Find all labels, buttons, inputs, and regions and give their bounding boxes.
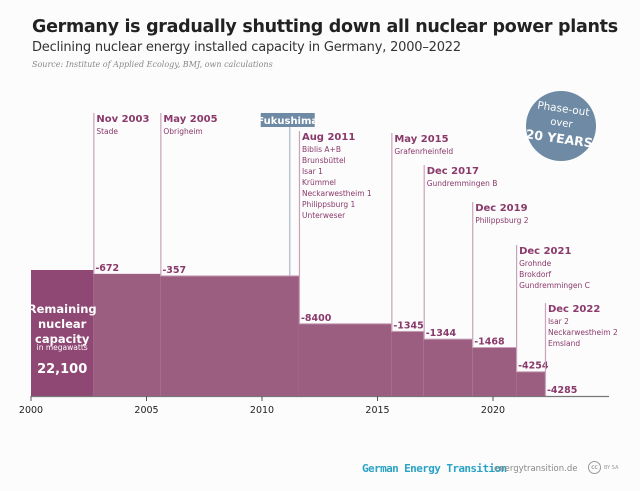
plant-name: Philippsburg 1: [302, 200, 356, 209]
badge-line: over: [550, 117, 574, 131]
plant-name: Unterweser: [302, 211, 346, 220]
event-date: Dec 2021: [519, 246, 571, 257]
capacity-bar: [423, 339, 473, 396]
event-date: Nov 2003: [96, 114, 149, 125]
plant-name: Brunsbüttel: [302, 156, 346, 165]
chart-title: Germany is gradually shutting down all n…: [32, 17, 618, 37]
delta-label: -1345: [393, 320, 423, 331]
initial-label: nuclear: [38, 317, 87, 331]
event-date: May 2015: [394, 134, 448, 145]
plant-name: Gundremmingen B: [427, 179, 498, 188]
plant-name: Emsland: [548, 339, 580, 348]
plant-name: Neckarwestheim 2: [548, 328, 618, 337]
plant-name: Isar 1: [302, 167, 323, 176]
delta-label: -672: [95, 263, 119, 274]
capacity-bar: [160, 275, 299, 396]
plant-name: Brokdorf: [519, 270, 551, 279]
plant-name: Neckarwestheim 1: [302, 189, 372, 198]
plant-name: Obrigheim: [163, 127, 202, 136]
delta-label: -8400: [301, 313, 332, 324]
license-text: BY SA: [604, 465, 619, 471]
footer-brand: German Energy Transition: [362, 462, 507, 475]
x-tick-label: 2020: [481, 405, 505, 416]
plant-name: Grohnde: [519, 259, 552, 268]
plant-name: Isar 2: [548, 317, 569, 326]
x-tick-label: 2015: [365, 405, 389, 416]
fukushima-label: Fukushima: [257, 116, 318, 127]
chart-subtitle: Declining nuclear energy installed capac…: [32, 40, 461, 55]
initial-value: 22,100: [37, 362, 87, 377]
x-tick-label: 2000: [19, 405, 43, 416]
initial-label: Remaining: [28, 302, 97, 316]
source-note: Source: Institute of Applied Ecology, BM…: [32, 60, 273, 69]
capacity-bar: [391, 331, 424, 396]
event-date: May 2005: [163, 114, 217, 125]
capacity-bar: [93, 273, 161, 396]
plant-name: Philippsburg 2: [475, 216, 529, 225]
initial-label: capacity: [35, 332, 90, 346]
delta-label: -4254: [518, 361, 549, 372]
delta-label: -4285: [547, 385, 577, 396]
cc-license-icon: cc: [588, 461, 601, 474]
plant-name: Krümmel: [302, 178, 336, 187]
plant-name: Grafenrheinfeld: [394, 147, 453, 156]
initial-capacity-bar: [31, 270, 94, 396]
plant-name: Gundremmingen C: [519, 281, 590, 290]
event-date: Dec 2017: [427, 166, 479, 177]
initial-unit: in megawatts: [37, 343, 88, 352]
event-date: Dec 2019: [475, 203, 527, 214]
delta-label: -357: [162, 265, 186, 276]
event-date: Dec 2022: [548, 304, 600, 315]
capacity-bar: [472, 347, 517, 396]
phase-out-badge: [526, 91, 596, 161]
x-tick-label: 2010: [250, 405, 274, 416]
capacity-bar: [298, 323, 392, 396]
plant-name: Stade: [96, 127, 118, 136]
fukushima-box: [260, 113, 315, 127]
event-date: Aug 2011: [302, 132, 355, 143]
plant-name: Biblis A+B: [302, 145, 341, 154]
delta-label: -1344: [426, 328, 457, 339]
x-tick-label: 2005: [134, 405, 158, 416]
capacity-bar: [516, 371, 545, 396]
footer-url[interactable]: energytransition.de: [494, 464, 578, 474]
delta-label: -1468: [474, 336, 505, 347]
